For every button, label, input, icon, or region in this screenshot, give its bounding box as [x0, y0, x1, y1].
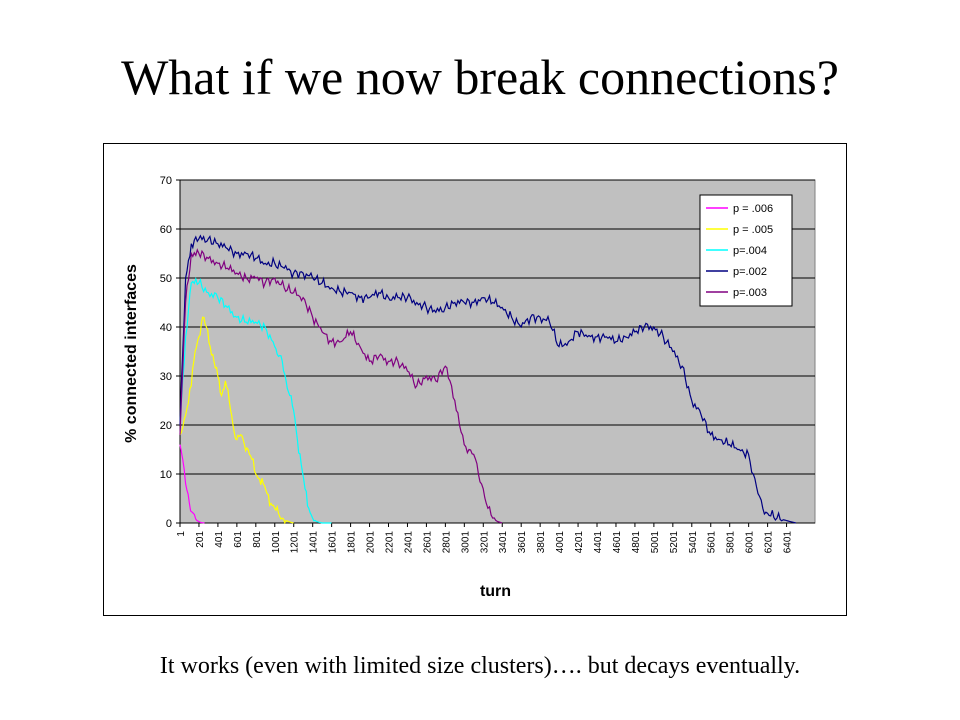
y-tick-label: 0	[166, 518, 172, 530]
series-line	[179, 444, 205, 524]
y-tick-label: 20	[160, 420, 172, 432]
x-tick-label: 1601	[328, 531, 339, 554]
x-tick-label: 2001	[366, 531, 377, 554]
y-tick-label: 60	[160, 224, 172, 236]
x-tick-label: 1201	[290, 531, 301, 554]
x-tick-label: 3001	[460, 531, 471, 554]
y-axis-title: % connected interfaces	[123, 264, 140, 443]
legend-label: p=.003	[733, 287, 767, 299]
y-tick-label: 40	[160, 322, 172, 334]
x-tick-label: 4201	[574, 531, 585, 554]
x-tick-label: 201	[195, 531, 206, 548]
x-tick-label: 5201	[669, 531, 680, 554]
x-tick-label: 801	[252, 531, 263, 548]
series-line	[179, 248, 503, 524]
x-tick-label: 2601	[422, 531, 433, 554]
x-tick-label: 6001	[745, 531, 756, 554]
x-tick-label: 5801	[726, 531, 737, 554]
x-tick-label: 1	[176, 531, 187, 537]
legend-label: p=.004	[733, 245, 767, 257]
x-tick-label: 3201	[479, 531, 490, 554]
x-tick-label: 4001	[555, 531, 566, 554]
y-tick-label: 30	[160, 371, 172, 383]
x-tick-label: 1801	[347, 531, 358, 554]
slide-caption: It works (even with limited size cluster…	[159, 653, 801, 679]
x-tick-label: 3401	[498, 531, 509, 554]
x-tick-label: 4801	[631, 531, 642, 554]
series-line	[179, 234, 797, 524]
y-tick-label: 50	[160, 273, 172, 285]
x-tick-label: 401	[214, 531, 225, 548]
x-tick-label: 2201	[385, 531, 396, 554]
x-tick-label: 5401	[688, 531, 699, 554]
legend-label: p=.002	[733, 266, 767, 278]
x-tick-label: 6201	[764, 531, 775, 554]
x-axis-title: turn	[480, 583, 511, 600]
x-tick-label: 5601	[707, 531, 718, 554]
x-tick-label: 1001	[271, 531, 282, 554]
x-tick-label: 1401	[309, 531, 320, 554]
x-tick-label: 2801	[441, 531, 452, 554]
x-tick-label: 4401	[593, 531, 604, 554]
legend-label: p = .006	[733, 203, 773, 215]
x-tick-label: 5001	[650, 531, 661, 554]
slide-title: What if we now break connections?	[121, 49, 839, 105]
x-tick-label: 2401	[403, 531, 414, 554]
x-tick-label: 4601	[612, 531, 623, 554]
y-tick-label: 10	[160, 469, 172, 481]
y-tick-label: 70	[160, 175, 172, 187]
x-tick-label: 6401	[783, 531, 794, 554]
legend-label: p = .005	[733, 224, 773, 236]
x-tick-label: 3601	[517, 531, 528, 554]
series-line	[179, 276, 332, 524]
x-tick-label: 601	[233, 531, 244, 548]
series-line	[179, 316, 294, 525]
x-tick-label: 3801	[536, 531, 547, 554]
